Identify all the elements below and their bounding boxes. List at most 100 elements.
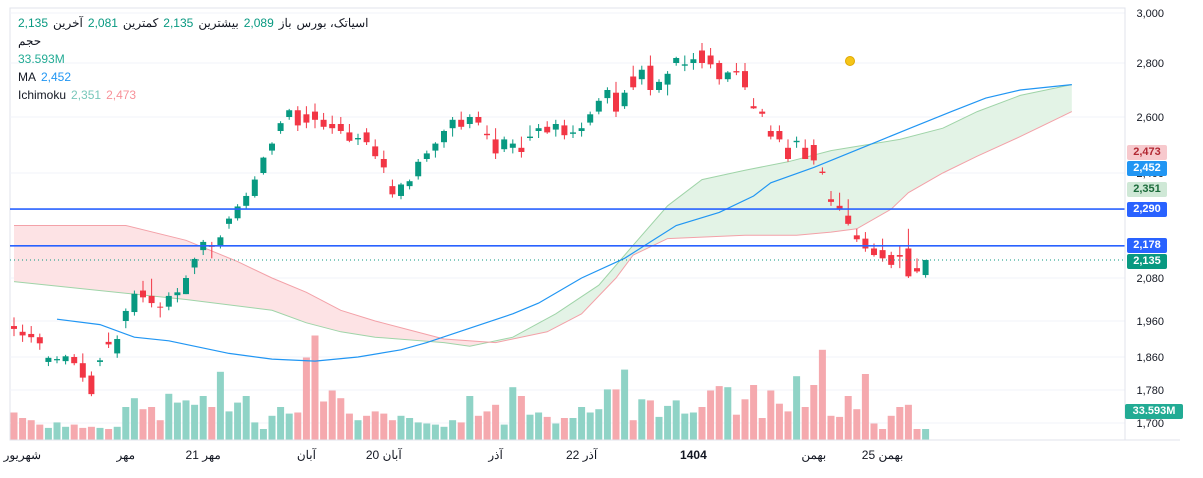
volume-bar [328,390,336,440]
candle-body [355,138,361,140]
volume-bar [294,412,302,440]
x-axis[interactable]: 24 شهریور مهر 21 مهر آبان 20 آبان آذر 22 آذر 14… [0,439,1180,462]
volume-bar [431,424,439,440]
volume-bar [853,409,861,440]
volume-bar [36,424,44,440]
volume-bar [629,420,637,440]
candle-body [716,63,723,80]
volume-bar [423,423,431,440]
volume-bar [638,399,646,440]
volume-bar [509,387,517,440]
x-axis-tick-label: مهر [116,448,136,462]
legend-symbol[interactable]: اسیاتک، بورس [296,16,369,30]
volume-bar [414,422,422,440]
candle-body [733,71,740,73]
legend-ichimoku-label[interactable]: Ichimoku [18,88,67,102]
volume-bar [689,412,697,440]
volume-bar [191,404,199,440]
candle-body [587,114,594,123]
price-tag-ichimoku-a: 2,351 [1127,181,1167,197]
volume-bar [113,426,121,440]
volume-bar [182,400,190,440]
legend-ichimoku-b-value: 2,473 [106,88,137,102]
candle-body [251,179,258,196]
legend-volume-label[interactable]: حجم [18,34,42,48]
candles[interactable] [11,43,929,397]
candle-body [174,292,181,296]
indicator-lines [56,84,1072,362]
candle-body [226,218,232,224]
candle-body [492,139,499,154]
candle-body [914,268,920,272]
x-axis-tick-label: بهمن [801,448,826,462]
volume-bar [715,386,723,440]
legend-ichimoku-row: Ichimoku 2,351 2,473 [18,86,368,104]
volume-bar [234,402,242,440]
legend-low-label: کمترین [122,16,159,30]
legend-ma-row: MA 2,452 [18,68,368,86]
volume-bar [285,413,293,440]
y-axis-tick-label: 1,960 [1136,316,1164,328]
volume-bar [320,401,328,440]
candle-body [329,124,336,129]
volume-bar [595,409,603,440]
candle-body [776,131,783,140]
volume-bar [818,349,826,440]
candle-body [871,248,877,256]
candle-body [707,55,714,65]
candle-body [131,293,138,313]
volume-bar [724,387,732,440]
volume-bar [543,416,551,440]
candle-body [415,161,422,177]
price-tag-ma: 2,452 [1127,161,1167,177]
candle-body [828,199,834,202]
volume-bar [879,429,887,440]
volume-bar [767,390,775,440]
legend-close-value: 2,135 [18,16,49,30]
volume-bar [440,426,448,440]
volume-bar [397,415,405,440]
ichimoku-span-b-line [14,111,1073,344]
x-axis-tick-label: 22 آذر [566,447,598,462]
price-tag-last: 2,135 [1127,254,1167,270]
y-axis[interactable]: 3,0002,8002,6002,4002,0801,9601,8601,780… [1124,8,1164,440]
volume-bar [53,422,61,440]
volume-bar [672,400,680,440]
candle-body [793,140,800,143]
volume-bar [388,420,396,440]
volume-bar [173,402,181,440]
legend-ma-label[interactable]: MA [18,70,36,84]
dividend-marker-icon[interactable] [845,56,855,66]
candle-body [509,143,516,148]
volume-bar [363,415,371,440]
volume-bar [560,418,568,440]
volume-bar [913,429,921,440]
volume-bar [569,418,577,440]
volume-bar [500,424,508,440]
candle-body [312,111,318,120]
candle-body [845,215,852,224]
candle-body [19,331,26,336]
cloud-bearish [14,225,492,347]
candle-body [604,90,611,99]
volume-bar [801,407,809,440]
candle-body [88,375,95,395]
candle-body [449,119,456,129]
volume-bar [130,398,138,440]
volume-bar [208,407,216,440]
candle-body [217,237,224,246]
candle-body [62,356,69,362]
legend-open-label: باز [278,16,292,30]
candle-body [122,310,129,321]
candle-body [922,259,929,276]
volume-bar [793,376,801,440]
volume-bar [148,407,156,440]
volume-bar [603,389,611,440]
volume-bar [844,396,852,440]
candle-body [888,255,895,265]
candle-body [759,111,766,114]
candle-body [303,114,310,123]
volume-bar [750,385,758,440]
horizontal-lines[interactable] [10,208,1125,261]
